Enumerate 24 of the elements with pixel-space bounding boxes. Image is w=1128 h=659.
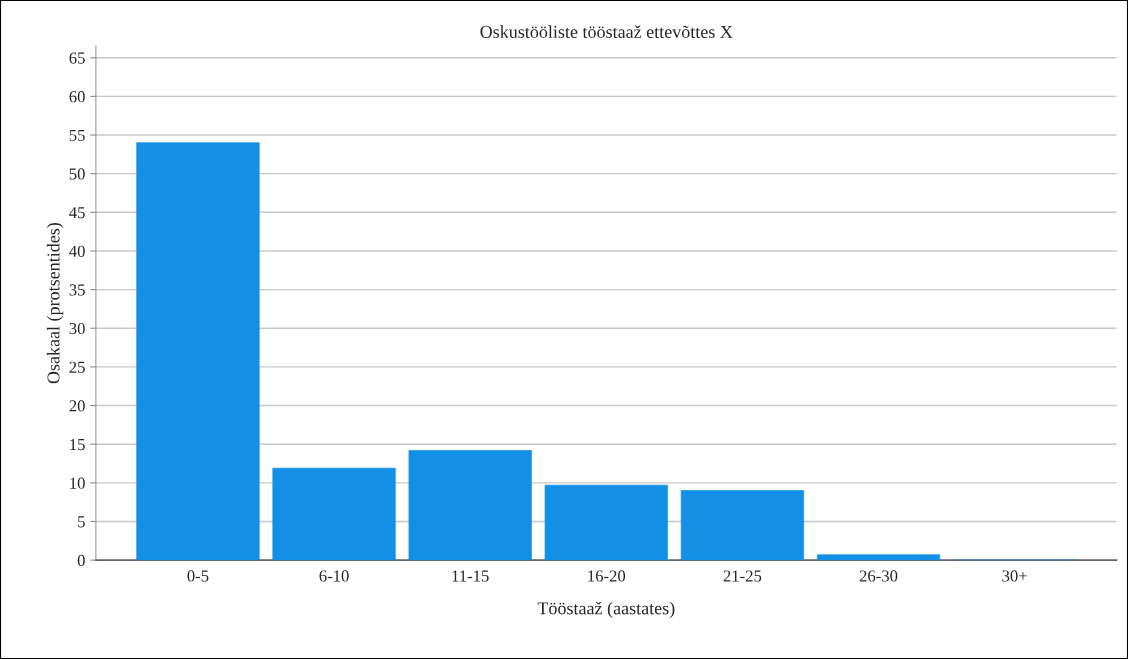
y-tick-label: 0 [77, 554, 85, 567]
y-tick-label: 30 [69, 322, 85, 335]
x-tick-label: 11-15 [452, 570, 489, 582]
y-tick-label: 20 [69, 400, 85, 412]
y-tick-label: 40 [69, 245, 85, 257]
y-tick-label: 35 [69, 284, 85, 296]
y-tick-label: 60 [69, 91, 85, 103]
chart-title: Oskustööliste tööstaaž ettevõttes X [480, 25, 733, 38]
x-tick-label: 26-30 [859, 570, 898, 582]
x-tick-label: 6-10 [319, 570, 349, 582]
y-tick-label: 15 [70, 438, 85, 451]
y-tick-label: 50 [69, 168, 85, 180]
y-tick-label: 5 [78, 516, 85, 528]
y-tick-label: 65 [69, 52, 85, 64]
x-tick-label: 21-25 [723, 570, 762, 582]
x-tick-label: 0-5 [187, 570, 209, 582]
x-tick-label: 16-20 [588, 570, 626, 582]
y-axis-title: Osakaal (protsentides) [46, 222, 64, 384]
x-tick-label: 30+ [1002, 570, 1027, 582]
y-tick-label: 55 [69, 129, 85, 141]
x-axis-title: Tööstaaž (aastates) [537, 601, 675, 619]
y-tick-label: 25 [69, 361, 85, 373]
y-tick-label: 45 [69, 207, 85, 219]
y-tick-label: 10 [70, 477, 85, 489]
